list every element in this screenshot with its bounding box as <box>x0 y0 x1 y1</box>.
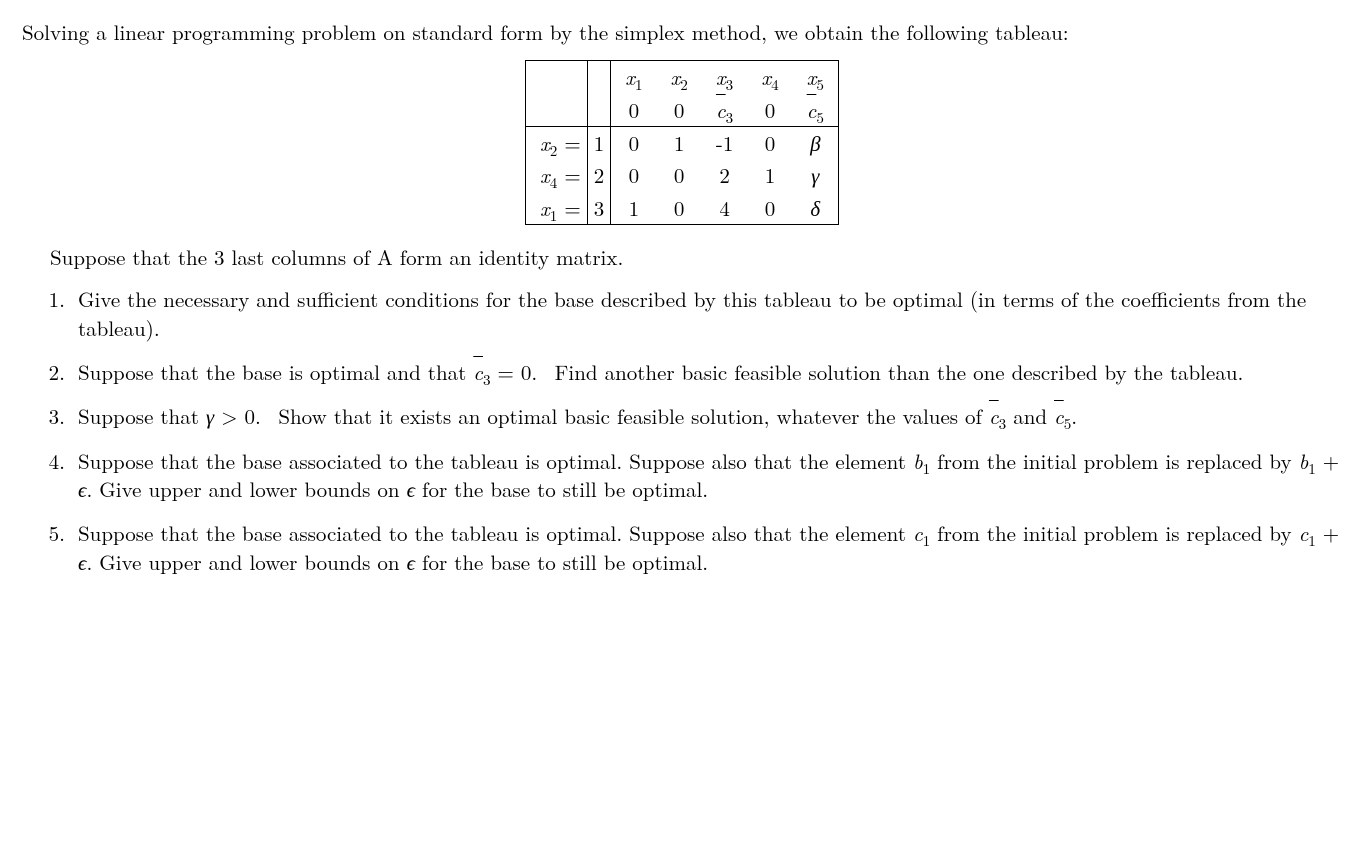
tableau-row3-c4: 0 <box>747 192 792 225</box>
question-2: Suppose that the base is optimal and tha… <box>72 358 1342 386</box>
tableau-row2-label: x4 = <box>526 159 588 191</box>
question-list: Give the necessary and sufficient condit… <box>22 285 1342 576</box>
tableau-header-x2: x2 <box>657 61 702 94</box>
tableau-rc-1: 0 <box>611 94 657 127</box>
tableau-row2-c5: γ <box>793 159 839 191</box>
tableau-row2-c2: 0 <box>657 159 702 191</box>
tableau-row1-c3: -1 <box>702 127 748 160</box>
tableau-row1-c2: 1 <box>657 127 702 160</box>
suppose-line: Suppose that the 3 last columns of A for… <box>50 243 1342 271</box>
tableau-rc-3: c3 <box>702 94 748 127</box>
tableau-rc-blank-2 <box>587 94 611 127</box>
tableau-row1-c4: 0 <box>747 127 792 160</box>
tableau-row3-c3: 4 <box>702 192 748 225</box>
question-1: Give the necessary and sufficient condit… <box>72 285 1342 342</box>
tableau-header-x3: x3 <box>702 61 748 94</box>
tableau-row3-label: x1 = <box>526 192 588 225</box>
tableau-row2-c3: 2 <box>702 159 748 191</box>
tableau-corner-blank-1 <box>526 61 588 94</box>
tableau-row3-c1: 1 <box>611 192 657 225</box>
tableau-header-x1: x1 <box>611 61 657 94</box>
tableau-row1-c1: 0 <box>611 127 657 160</box>
tableau-row2-rhs: 2 <box>587 159 611 191</box>
tableau-corner-blank-2 <box>587 61 611 94</box>
tableau-row3-c2: 0 <box>657 192 702 225</box>
question-3: Suppose that γ > 0. Show that it exists … <box>72 402 1342 430</box>
tableau-rc-2: 0 <box>657 94 702 127</box>
simplex-tableau: x1 x2 x3 x4 x5 0 0 c3 0 c5 x2 = 1 0 1 -1… <box>525 60 839 225</box>
question-5: Suppose that the base associated to the … <box>72 519 1342 576</box>
tableau-row3-rhs: 3 <box>587 192 611 225</box>
tableau-row3-c5: δ <box>793 192 839 225</box>
tableau-rc-blank-1 <box>526 94 588 127</box>
tableau-row1-rhs: 1 <box>587 127 611 160</box>
tableau-rc-5: c5 <box>793 94 839 127</box>
intro-paragraph: Solving a linear programming problem on … <box>22 18 1342 46</box>
tableau-header-x4: x4 <box>747 61 792 94</box>
question-4: Suppose that the base associated to the … <box>72 447 1342 504</box>
tableau-rc-4: 0 <box>747 94 792 127</box>
tableau-row1-label: x2 = <box>526 127 588 160</box>
tableau-row1-c5: β <box>793 127 839 160</box>
tableau-header-x5: x5 <box>793 61 839 94</box>
tableau-row2-c1: 0 <box>611 159 657 191</box>
tableau-row2-c4: 1 <box>747 159 792 191</box>
